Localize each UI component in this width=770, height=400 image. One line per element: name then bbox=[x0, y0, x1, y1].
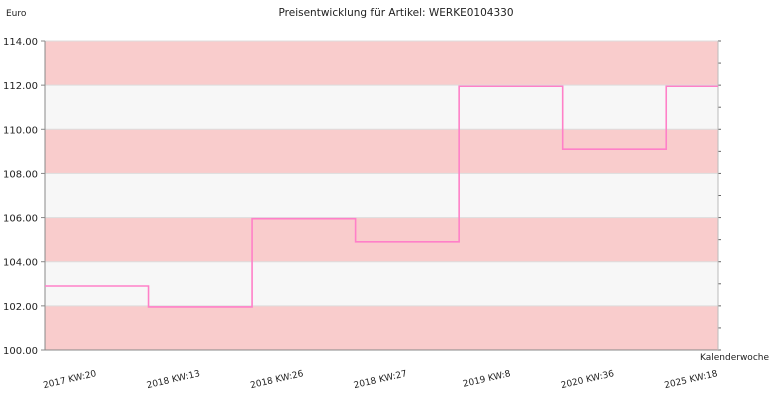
chart-title: Preisentwicklung für Artikel: WERKE01043… bbox=[279, 7, 514, 19]
x-tick-label: 2017 KW:20 bbox=[42, 369, 97, 391]
band-4 bbox=[45, 129, 718, 174]
x-tick-label: 2018 KW:13 bbox=[146, 369, 201, 391]
y-tick-label: 102.00 bbox=[3, 302, 38, 313]
band-1 bbox=[45, 261, 718, 306]
y-tick-label: 100.00 bbox=[3, 346, 38, 357]
x-axis-label: Kalenderwoche bbox=[700, 353, 769, 363]
x-tick-label: 2020 KW:36 bbox=[560, 369, 615, 391]
y-axis-label: Euro bbox=[6, 9, 27, 19]
axes bbox=[44, 41, 719, 351]
y-tick-label: 104.00 bbox=[3, 258, 38, 269]
y-tick-label: 106.00 bbox=[3, 214, 38, 225]
y-tick-label: 108.00 bbox=[3, 169, 38, 180]
x-tick-label: 2019 KW:8 bbox=[462, 369, 512, 390]
grid-lines bbox=[41, 40, 721, 351]
y-tick-label: 112.00 bbox=[3, 81, 38, 92]
band-5 bbox=[45, 85, 718, 130]
band-3 bbox=[45, 173, 718, 218]
y-tick-label: 114.00 bbox=[3, 37, 38, 48]
x-tick-label: 2025 KW:18 bbox=[664, 369, 719, 391]
band-6 bbox=[45, 41, 718, 86]
x-tick-label: 2018 KW:27 bbox=[353, 369, 408, 391]
y-tick-label: 110.00 bbox=[3, 125, 38, 136]
band-0 bbox=[45, 305, 718, 350]
series-line-0 bbox=[45, 85, 718, 308]
x-tick-labels: 2017 KW:20 2018 KW:13 2018 KW:26 2018 KW:27… bbox=[42, 369, 719, 391]
series-group bbox=[45, 85, 718, 308]
band-2 bbox=[45, 217, 718, 262]
background-bands bbox=[45, 41, 718, 350]
x-tick-label: 2018 KW:26 bbox=[249, 369, 304, 391]
y-tick-labels: 100.00 102.00 104.00 106.00 108.00 110.00 112.… bbox=[3, 37, 38, 357]
